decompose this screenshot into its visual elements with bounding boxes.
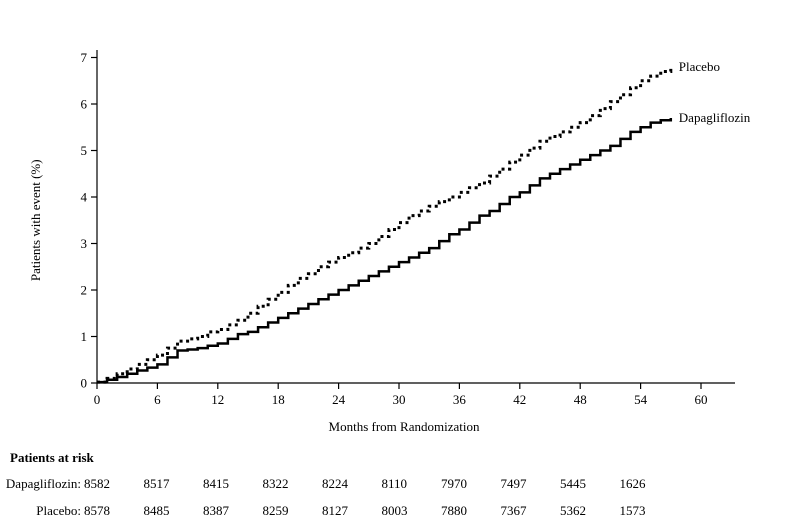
- risk-count: 8578: [84, 503, 110, 518]
- x-tick-label: 6: [154, 392, 161, 407]
- risk-count: 7970: [441, 476, 467, 491]
- series-label-placebo: Placebo: [679, 59, 720, 74]
- y-tick-label: 1: [81, 329, 88, 344]
- risk-count: 8517: [143, 476, 170, 491]
- risk-count: 7880: [441, 503, 467, 518]
- x-tick-label: 30: [393, 392, 406, 407]
- x-tick-label: 42: [513, 392, 526, 407]
- risk-count: 8127: [322, 503, 348, 518]
- risk-count: 1573: [619, 503, 646, 518]
- row-label: Dapagliflozin:: [5, 476, 81, 491]
- x-tick-label: 24: [332, 392, 346, 407]
- table-row-placebo: Placebo: 8578 8485 8387 8259 8127 8003 7…: [0, 503, 793, 519]
- risk-count: 1626: [619, 476, 646, 491]
- risk-count: 8003: [381, 503, 408, 518]
- series-dapagliflozin: [97, 117, 673, 384]
- risk-table-title: Patients at risk: [10, 450, 94, 465]
- risk-count: 5362: [560, 503, 586, 518]
- y-tick-label: 6: [81, 97, 88, 112]
- x-tick-label: 48: [574, 392, 587, 407]
- y-tick-label: 4: [81, 190, 88, 205]
- y-axis-title: Patients with event (%): [28, 159, 43, 281]
- risk-count: 8259: [262, 503, 289, 518]
- risk-count: 8387: [203, 503, 229, 518]
- x-tick-label: 0: [94, 392, 101, 407]
- risk-count: 8582: [84, 476, 110, 491]
- risk-count: 8322: [262, 476, 289, 491]
- x-tick-label: 18: [272, 392, 285, 407]
- table-row-dapagliflozin: Dapagliflozin: 8582 8517 8415 8322 8224 …: [0, 476, 793, 492]
- risk-count: 8485: [143, 503, 170, 518]
- y-tick-label: 7: [81, 50, 88, 65]
- x-axis-title: Months from Randomization: [329, 419, 480, 434]
- risk-count: 8224: [322, 476, 348, 491]
- x-tick-label: 54: [634, 392, 648, 407]
- y-tick-label: 5: [81, 143, 88, 158]
- series-label-dapagliflozin: Dapagliflozin: [679, 110, 751, 125]
- x-tick-label: 12: [211, 392, 224, 407]
- risk-count: 7367: [500, 503, 527, 518]
- risk-count: 8415: [203, 476, 229, 491]
- patients-at-risk-table: Patients at risk Dapagliflozin: 8582 851…: [0, 446, 793, 530]
- x-tick-label: 60: [695, 392, 708, 407]
- row-label: Placebo:: [36, 503, 81, 518]
- risk-count: 5445: [560, 476, 586, 491]
- y-tick-label: 3: [81, 236, 88, 251]
- series-placebo: [97, 66, 673, 384]
- y-tick-label: 2: [81, 283, 88, 298]
- risk-count: 8110: [381, 476, 408, 491]
- km-chart: 0 1 2 3 4 5 6 7 0 6 12 18 24 30 36 42 48 54 60 Patients wit…: [28, 50, 751, 434]
- x-tick-label: 36: [453, 392, 467, 407]
- risk-count: 7497: [500, 476, 527, 491]
- y-tick-label: 0: [81, 376, 88, 391]
